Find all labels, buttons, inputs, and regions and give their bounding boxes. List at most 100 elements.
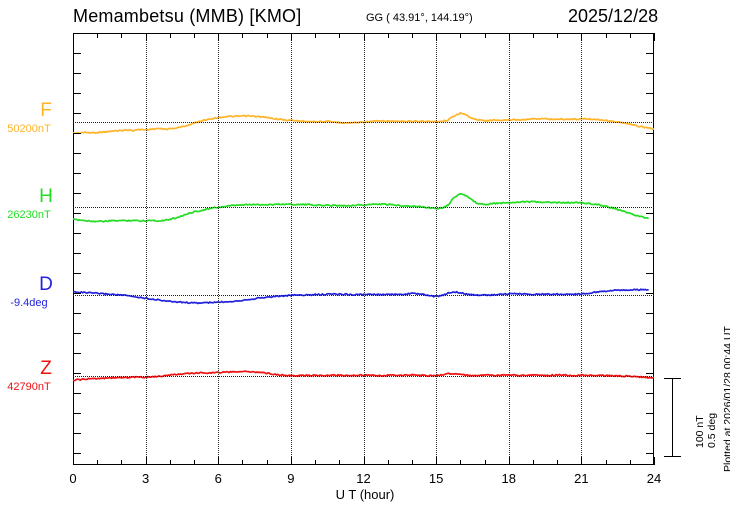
x-tick-label-12: 12 bbox=[356, 471, 371, 486]
x-tick bbox=[654, 457, 655, 465]
y-tick bbox=[73, 73, 81, 74]
y-tick bbox=[646, 293, 654, 294]
x-tick bbox=[194, 460, 196, 465]
x-tick bbox=[411, 460, 413, 465]
y-tick bbox=[646, 73, 654, 74]
x-tick bbox=[387, 33, 389, 38]
x-tick bbox=[242, 33, 244, 38]
component-value-z: 42790nT bbox=[7, 381, 51, 393]
x-tick bbox=[97, 460, 99, 465]
y-tick bbox=[73, 153, 81, 154]
x-tick-label-18: 18 bbox=[501, 471, 516, 486]
y-tick bbox=[646, 433, 654, 434]
scale-label-deg: 0.5 deg bbox=[706, 412, 718, 448]
x-tick bbox=[629, 33, 631, 38]
y-tick bbox=[73, 413, 81, 414]
y-tick bbox=[73, 433, 81, 434]
y-tick bbox=[73, 293, 81, 294]
scale-label-nt: 100 nT bbox=[694, 415, 706, 448]
x-tick bbox=[363, 33, 365, 41]
trace-d bbox=[73, 288, 649, 305]
y-tick bbox=[646, 313, 654, 314]
baseline-z bbox=[73, 376, 654, 377]
x-tick bbox=[73, 33, 74, 41]
y-tick bbox=[646, 233, 654, 234]
x-tick bbox=[532, 460, 534, 465]
y-tick bbox=[646, 333, 654, 334]
grid-line-vertical bbox=[363, 33, 365, 465]
y-tick bbox=[646, 53, 654, 54]
geographic-coordinates: GG ( 43.91°, 144.19°) bbox=[366, 12, 473, 24]
x-tick bbox=[557, 460, 559, 465]
x-tick bbox=[605, 460, 607, 465]
scale-bar bbox=[672, 378, 673, 456]
x-tick bbox=[605, 33, 607, 38]
y-tick bbox=[73, 313, 81, 314]
x-tick bbox=[581, 33, 583, 41]
x-tick-label-0: 0 bbox=[69, 471, 77, 486]
grid-line-vertical bbox=[581, 33, 583, 465]
x-tick bbox=[145, 457, 147, 465]
y-tick bbox=[646, 273, 654, 274]
y-tick bbox=[73, 93, 81, 94]
y-tick bbox=[73, 273, 81, 274]
scale-bar-bottom-cap bbox=[664, 456, 681, 457]
x-tick bbox=[363, 457, 365, 465]
y-tick bbox=[646, 253, 654, 254]
component-letter-f: F bbox=[40, 100, 52, 121]
x-tick bbox=[169, 460, 171, 465]
y-tick bbox=[646, 173, 654, 174]
x-tick bbox=[73, 457, 74, 465]
x-tick bbox=[387, 460, 389, 465]
component-value-f: 50200nT bbox=[7, 123, 51, 135]
component-letter-h: H bbox=[39, 186, 53, 207]
plot-area bbox=[73, 33, 654, 465]
x-tick-label-6: 6 bbox=[214, 471, 222, 486]
x-tick bbox=[654, 33, 655, 41]
x-tick-label-24: 24 bbox=[646, 471, 662, 486]
x-tick bbox=[266, 460, 268, 465]
baseline-f bbox=[73, 122, 654, 123]
plot-date: 2025/12/28 bbox=[568, 6, 659, 26]
x-tick bbox=[266, 33, 268, 38]
x-tick bbox=[290, 33, 292, 41]
y-tick bbox=[646, 93, 654, 94]
scale-bar-top-cap bbox=[664, 378, 681, 379]
x-tick bbox=[508, 457, 510, 465]
x-tick bbox=[460, 33, 462, 38]
y-tick bbox=[73, 453, 81, 454]
grid-line-vertical bbox=[508, 33, 510, 465]
x-tick bbox=[315, 460, 317, 465]
x-tick bbox=[484, 33, 486, 38]
x-tick bbox=[218, 457, 220, 465]
station-title: Memambetsu (MMB) [KMO] bbox=[73, 6, 302, 26]
x-tick bbox=[339, 460, 341, 465]
x-tick bbox=[315, 33, 317, 38]
component-value-d: -9.4deg bbox=[10, 297, 48, 309]
y-tick bbox=[73, 113, 81, 114]
y-tick bbox=[73, 193, 81, 194]
component-letter-d: D bbox=[39, 274, 53, 295]
y-tick bbox=[646, 193, 654, 194]
plotted-at-timestamp: Plotted at 2026/01/28 00:44 UT bbox=[722, 326, 730, 472]
y-tick bbox=[646, 453, 654, 454]
x-tick bbox=[411, 33, 413, 38]
x-tick bbox=[97, 33, 99, 38]
y-tick bbox=[73, 393, 81, 394]
y-tick bbox=[73, 253, 81, 254]
grid-line-vertical bbox=[218, 33, 220, 465]
baseline-h bbox=[73, 207, 654, 208]
y-tick bbox=[73, 133, 81, 134]
y-tick bbox=[73, 353, 81, 354]
y-tick bbox=[73, 373, 81, 374]
x-tick bbox=[242, 460, 244, 465]
y-tick bbox=[646, 153, 654, 154]
y-tick bbox=[646, 413, 654, 414]
y-tick bbox=[646, 353, 654, 354]
x-tick bbox=[194, 33, 196, 38]
x-tick bbox=[532, 33, 534, 38]
x-tick bbox=[145, 33, 147, 41]
y-tick bbox=[73, 333, 81, 334]
x-tick bbox=[557, 33, 559, 38]
